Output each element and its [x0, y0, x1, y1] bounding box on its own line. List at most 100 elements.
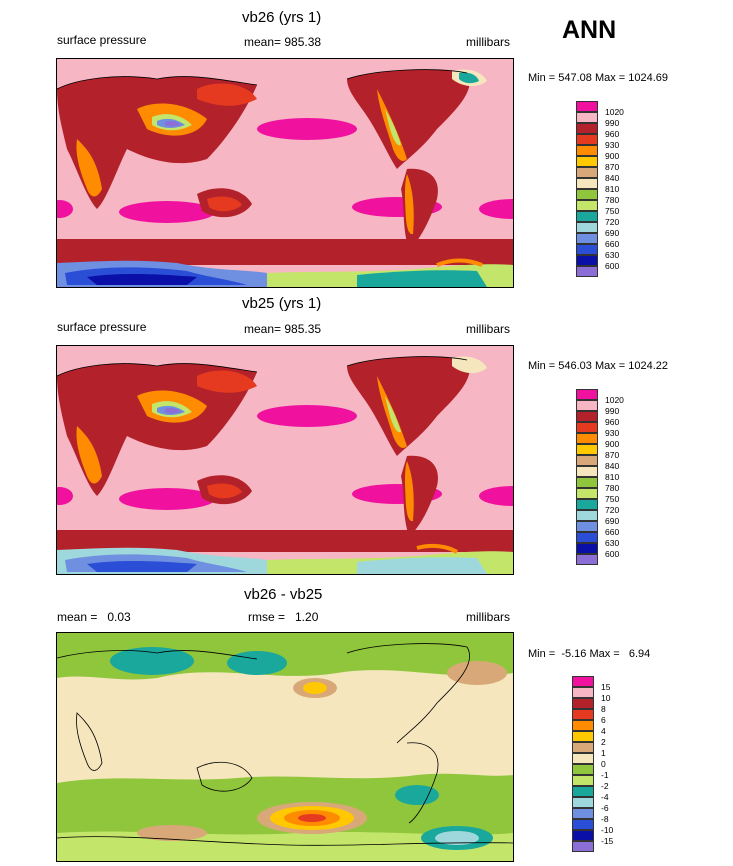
- colorbar-box: [576, 554, 598, 565]
- colorbar-box: [572, 841, 594, 852]
- colorbar-label: -1: [601, 770, 609, 780]
- colorbar-label: 990: [605, 406, 620, 416]
- colorbar-label: 720: [605, 217, 620, 227]
- colorbar-label: 960: [605, 129, 620, 139]
- colorbar-label: 750: [605, 494, 620, 504]
- colorbar-box: [576, 178, 598, 189]
- panel2-title: vb25 (yrs 1): [242, 295, 322, 312]
- panel1-units-label: millibars: [466, 35, 511, 49]
- colorbar-box: [576, 200, 598, 211]
- colorbar-label: 6: [601, 715, 606, 725]
- colorbar-box: [576, 222, 598, 233]
- colorbar-label: 600: [605, 261, 620, 271]
- colorbar-label: 10: [601, 693, 611, 703]
- panel2-map: [56, 345, 514, 575]
- panel3-map: [56, 632, 514, 862]
- colorbar-box: [576, 255, 598, 266]
- colorbar-label: 720: [605, 505, 620, 515]
- panel1-minmax: Min = 547.08 Max = 1024.69: [528, 72, 669, 84]
- panel2-mean-label: mean= 985.35: [244, 322, 322, 336]
- colorbar-label: 810: [605, 184, 620, 194]
- colorbar-box: [572, 698, 594, 709]
- colorbar-label: 630: [605, 250, 620, 260]
- panel1-title: vb26 (yrs 1): [242, 9, 322, 26]
- colorbar-box: [576, 400, 598, 411]
- colorbar-box: [576, 499, 598, 510]
- colorbar-box: [572, 687, 594, 698]
- colorbar-box: [572, 786, 594, 797]
- panel3-units-label: millibars: [466, 610, 511, 624]
- colorbar-box: [572, 764, 594, 775]
- colorbar-box: [576, 266, 598, 277]
- colorbar-box: [576, 244, 598, 255]
- colorbar-label: 930: [605, 140, 620, 150]
- panel1-variable-label: surface pressure: [57, 33, 147, 47]
- colorbar-box: [572, 720, 594, 731]
- colorbar-label: 8: [601, 704, 606, 714]
- colorbar-box: [576, 156, 598, 167]
- colorbar-box: [576, 211, 598, 222]
- colorbar-label: -10: [601, 825, 614, 835]
- colorbar-box: [576, 123, 598, 134]
- colorbar-label: -2: [601, 781, 609, 791]
- colorbar-box: [576, 510, 598, 521]
- colorbar-box: [576, 455, 598, 466]
- colorbar-label: 660: [605, 527, 620, 537]
- colorbar-label: 690: [605, 228, 620, 238]
- season-label: ANN: [562, 16, 617, 44]
- panel1-mean-label: mean= 985.38: [244, 35, 322, 49]
- colorbar-box: [576, 167, 598, 178]
- colorbar-box: [576, 477, 598, 488]
- colorbar-box: [576, 532, 598, 543]
- colorbar-box: [576, 112, 598, 123]
- colorbar-label: 630: [605, 538, 620, 548]
- colorbar-label: -4: [601, 792, 609, 802]
- panel2-units-label: millibars: [466, 322, 511, 336]
- colorbar-label: 840: [605, 173, 620, 183]
- panel3-minmax: Min = -5.16 Max = 6.94: [528, 648, 651, 660]
- colorbar-label: -8: [601, 814, 609, 824]
- colorbar-box: [576, 543, 598, 554]
- colorbar-box: [576, 411, 598, 422]
- panel3-mean-label: mean = 0.03: [57, 610, 131, 624]
- colorbar-label: -6: [601, 803, 609, 813]
- colorbar-box: [572, 676, 594, 687]
- colorbar-label: 900: [605, 151, 620, 161]
- colorbar-label: -15: [601, 836, 614, 846]
- colorbar-box: [572, 731, 594, 742]
- colorbar-box: [572, 775, 594, 786]
- colorbar-box: [576, 189, 598, 200]
- colorbar-box: [576, 233, 598, 244]
- colorbar-label: 780: [605, 483, 620, 493]
- colorbar-box: [572, 797, 594, 808]
- colorbar-label: 990: [605, 118, 620, 128]
- colorbar-box: [576, 433, 598, 444]
- colorbar-label: 780: [605, 195, 620, 205]
- colorbar-box: [572, 808, 594, 819]
- colorbar-box: [572, 709, 594, 720]
- colorbar-box: [576, 389, 598, 400]
- colorbar-label: 15: [601, 682, 611, 692]
- colorbar-box: [576, 444, 598, 455]
- panel3-title: vb26 - vb25: [244, 586, 323, 603]
- colorbar-label: 600: [605, 549, 620, 559]
- colorbar-box: [576, 466, 598, 477]
- colorbar-label: 2: [601, 737, 606, 747]
- panel1-map: [56, 58, 514, 288]
- colorbar-label: 870: [605, 450, 620, 460]
- colorbar-label: 750: [605, 206, 620, 216]
- panel3-rmse-label: rmse = 1.20: [248, 610, 319, 624]
- colorbar-label: 870: [605, 162, 620, 172]
- colorbar-box: [576, 488, 598, 499]
- colorbar-label: 840: [605, 461, 620, 471]
- colorbar-box: [572, 742, 594, 753]
- colorbar-label: 960: [605, 417, 620, 427]
- colorbar-label: 0: [601, 759, 606, 769]
- colorbar-box: [572, 819, 594, 830]
- colorbar-box: [576, 101, 598, 112]
- colorbar-label: 660: [605, 239, 620, 249]
- colorbar-box: [576, 521, 598, 532]
- colorbar-label: 1: [601, 748, 606, 758]
- colorbar-label: 810: [605, 472, 620, 482]
- colorbar-box: [572, 753, 594, 764]
